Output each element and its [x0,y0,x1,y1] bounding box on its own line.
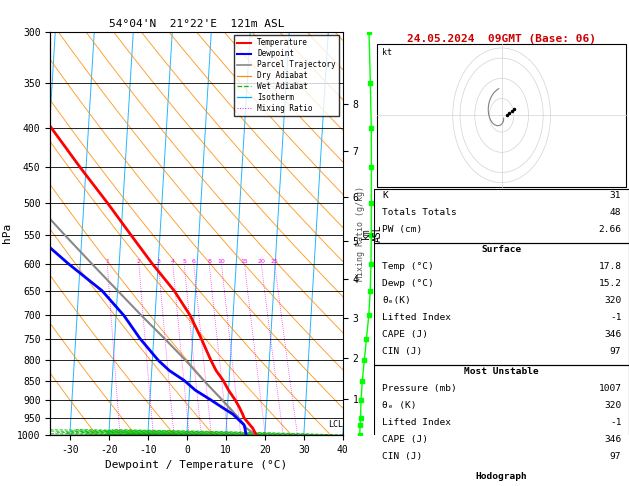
Text: 4: 4 [171,259,175,264]
Text: 24.05.2024  09GMT (Base: 06): 24.05.2024 09GMT (Base: 06) [407,34,596,44]
Bar [374,243,629,365]
Bar [374,469,629,486]
Text: 320: 320 [604,400,621,410]
Text: 320: 320 [604,296,621,305]
Text: 10: 10 [218,259,225,264]
Text: LCL: LCL [328,419,343,429]
Text: 15.2: 15.2 [598,279,621,288]
Text: 5: 5 [182,259,186,264]
Text: CAPE (J): CAPE (J) [382,434,428,444]
Text: 346: 346 [604,434,621,444]
Text: 2.66: 2.66 [598,225,621,234]
Text: 97: 97 [610,451,621,461]
Text: Lifted Index: Lifted Index [382,417,451,427]
Text: CIN (J): CIN (J) [382,347,422,356]
Text: -1: -1 [610,313,621,322]
Text: 20: 20 [257,259,265,264]
Text: PW (cm): PW (cm) [382,225,422,234]
Text: 1: 1 [105,259,109,264]
X-axis label: Dewpoint / Temperature (°C): Dewpoint / Temperature (°C) [106,460,287,470]
Text: 97: 97 [610,347,621,356]
Bar [377,44,626,187]
Text: Totals Totals: Totals Totals [382,208,457,217]
Text: Most Unstable: Most Unstable [464,367,539,376]
Text: 15: 15 [241,259,248,264]
Text: Pressure (mb): Pressure (mb) [382,384,457,393]
Text: Dewp (°C): Dewp (°C) [382,279,433,288]
Text: CIN (J): CIN (J) [382,451,422,461]
Text: 6: 6 [192,259,196,264]
Y-axis label: km
ASL: km ASL [361,225,383,242]
Text: 8: 8 [207,259,211,264]
Text: θₑ(K): θₑ(K) [382,296,411,305]
Text: 1007: 1007 [598,384,621,393]
Text: 48: 48 [610,208,621,217]
Text: 17.8: 17.8 [598,262,621,271]
Text: Lifted Index: Lifted Index [382,313,451,322]
Text: K: K [382,191,387,200]
Text: CAPE (J): CAPE (J) [382,330,428,339]
Text: Hodograph: Hodograph [476,472,528,481]
Bar [374,365,629,469]
Text: 346: 346 [604,330,621,339]
Text: 3: 3 [157,259,160,264]
Text: θₑ (K): θₑ (K) [382,400,416,410]
Text: -1: -1 [610,417,621,427]
Text: 2: 2 [137,259,141,264]
Title: 54°04'N  21°22'E  121m ASL: 54°04'N 21°22'E 121m ASL [109,19,284,30]
Text: Surface: Surface [482,245,521,254]
Text: Temp (°C): Temp (°C) [382,262,433,271]
Bar [374,189,629,243]
Text: 25: 25 [270,259,279,264]
Y-axis label: hPa: hPa [1,223,11,243]
Text: Mixing Ratio (g/kg): Mixing Ratio (g/kg) [355,186,365,281]
Text: 31: 31 [610,191,621,200]
Text: kt: kt [382,48,392,57]
Legend: Temperature, Dewpoint, Parcel Trajectory, Dry Adiabat, Wet Adiabat, Isotherm, Mi: Temperature, Dewpoint, Parcel Trajectory… [235,35,339,116]
